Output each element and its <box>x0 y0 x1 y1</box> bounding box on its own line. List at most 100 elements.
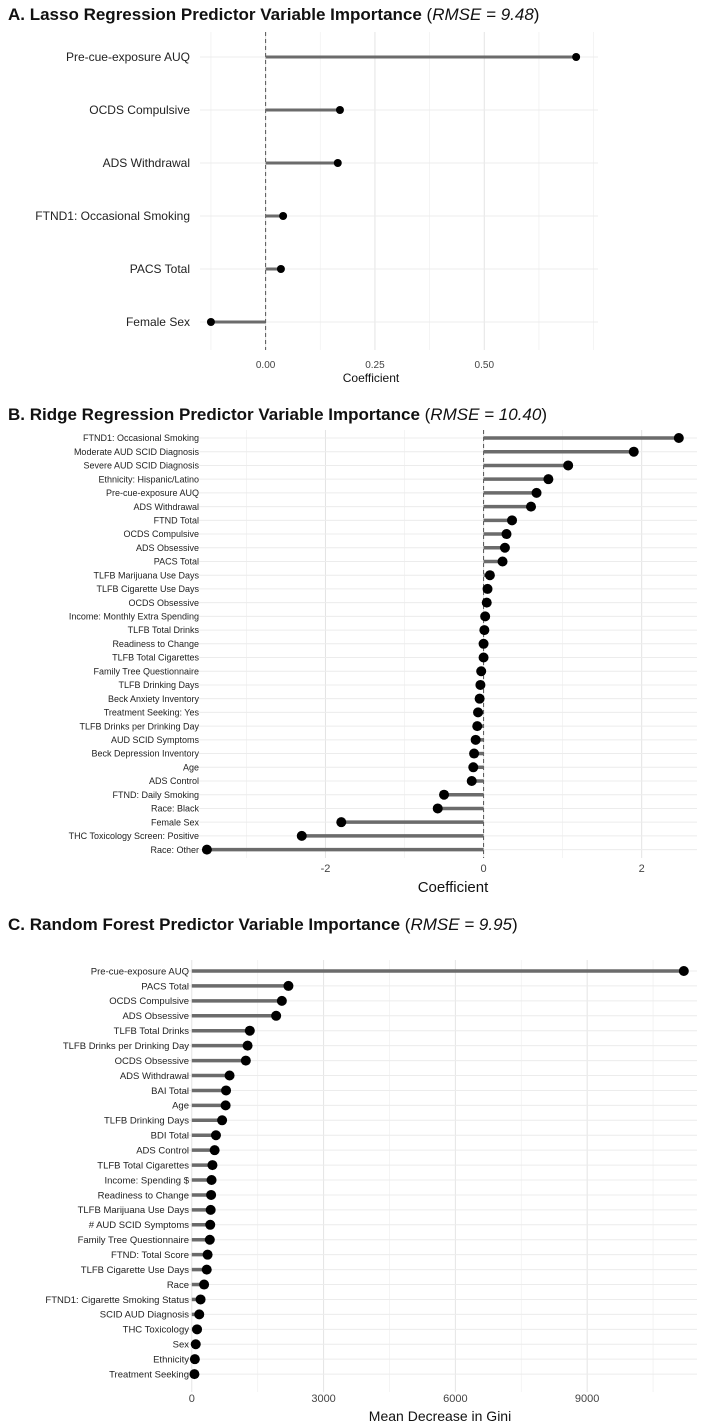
panel-b-category-label: OCDS Obsessive <box>128 598 199 608</box>
panel-c-point <box>276 995 287 1006</box>
panel-b-point <box>531 487 542 498</box>
panel-c-point <box>199 1279 210 1290</box>
panel-a-point <box>276 265 285 273</box>
panel-c-category-label: THC Toxicology <box>123 1325 190 1336</box>
panel-c-category-label: SCID AUD Diagnosis <box>100 1310 189 1321</box>
panel-c-point <box>195 1294 206 1305</box>
panel-b-category-label: Moderate AUD SCID Diagnosis <box>74 447 200 457</box>
panel-c-x-tick-label: 0 <box>189 1393 195 1405</box>
panel-b-category-label: Income: Monthly Extra Spending <box>69 612 199 622</box>
panel-b-point <box>484 570 495 581</box>
panel-a-x-tick-label: 0.50 <box>475 360 495 371</box>
panel-c-point <box>189 1369 200 1380</box>
panel-a-category-label: ADS Withdrawal <box>103 156 190 170</box>
panel-b-category-label: TLFB Total Cigarettes <box>112 653 199 663</box>
panel-c-category-label: FTND: Total Score <box>111 1250 189 1261</box>
panel-a-x-axis-label: Coefficient <box>343 371 400 385</box>
panel-c-category-label: Income: Spending $ <box>104 1175 189 1186</box>
panel-b-point <box>499 542 510 553</box>
panel-c-category-label: PACS Total <box>141 981 189 992</box>
panel-b-category-label: TLFB Drinks per Drinking Day <box>79 721 199 731</box>
panel-c-point <box>201 1264 212 1275</box>
panel-c-category-label: Race <box>167 1280 189 1291</box>
panel-a-point <box>206 318 215 326</box>
panel-b-category-label: TLFB Total Drinks <box>128 625 200 635</box>
panel-c-category-label: TLFB Total Drinks <box>114 1026 190 1037</box>
panel-c-point <box>206 1189 217 1200</box>
panel-c-category-label: ADS Control <box>136 1145 189 1156</box>
panel-b-point <box>507 515 518 526</box>
panel-a-x-tick-label: 0.00 <box>256 360 276 371</box>
panel-c-point <box>244 1025 255 1036</box>
panel-c-category-label: Ethnicity <box>153 1355 189 1366</box>
panel-c-point <box>189 1354 200 1365</box>
panel-c-point <box>210 1130 221 1141</box>
panel-b-point <box>526 501 536 512</box>
panel-c-category-label: BDI Total <box>151 1131 189 1142</box>
panel-b-category-label: ADS Withdrawal <box>133 502 199 512</box>
panel-b-point <box>497 556 508 567</box>
panel-a-title: A. Lasso Regression Predictor Variable I… <box>8 5 539 24</box>
panel-b-point <box>472 721 483 732</box>
panel-a-category-label: FTND1: Occasional Smoking <box>35 209 190 223</box>
panel-c-x-axis-label: Mean Decrease in Gini <box>369 1408 511 1424</box>
panel-c-category-label: OCDS Obsessive <box>115 1056 189 1067</box>
panel-b-point <box>563 460 574 471</box>
panel-b-category-label: Readiness to Change <box>112 639 199 649</box>
panel-b-category-label: Severe AUD SCID Diagnosis <box>83 461 199 471</box>
panel-c-point <box>207 1160 218 1171</box>
panel-c-point <box>220 1100 231 1111</box>
panel-a-plot-area <box>200 32 598 350</box>
panel-b-point <box>501 529 512 540</box>
panel-b-category-label: Beck Depression Inventory <box>91 749 199 759</box>
panel-b-category-label: Ethnicity: Hispanic/Latino <box>98 474 199 484</box>
panel-a-category-label: OCDS Compulsive <box>89 103 190 117</box>
panel-a-lasso: A. Lasso Regression Predictor Variable I… <box>8 5 598 385</box>
panel-c-point <box>205 1204 216 1215</box>
panel-b-point <box>475 679 486 690</box>
panel-b-category-label: PACS Total <box>154 557 199 567</box>
panel-b-category-label: Race: Black <box>151 804 200 814</box>
panel-b-point <box>480 611 491 622</box>
panel-c-category-label: Readiness to Change <box>98 1190 189 1201</box>
panel-a-point <box>335 106 344 114</box>
panel-b-category-label: Treatment Seeking: Yes <box>104 708 200 718</box>
panel-c-point <box>202 1249 213 1260</box>
panel-b-point <box>543 474 554 485</box>
panel-b-category-label: FTND: Daily Smoking <box>112 790 199 800</box>
panel-c-title: C. Random Forest Predictor Variable Impo… <box>8 915 518 934</box>
panel-b-point <box>628 446 639 457</box>
panel-c-point <box>194 1309 205 1320</box>
panel-a-category-label: Pre-cue-exposure AUQ <box>66 50 190 64</box>
panel-b-category-label: Age <box>183 762 199 772</box>
panel-c-plot-area <box>183 960 697 1392</box>
panel-b-point <box>673 433 684 443</box>
panel-c-category-label: TLFB Drinking Days <box>104 1116 189 1127</box>
panel-b-point <box>439 789 450 800</box>
panel-b-point <box>432 803 443 814</box>
panel-b-point <box>473 707 484 718</box>
panel-b-category-label: Family Tree Questionnaire <box>93 666 199 676</box>
panel-c-category-label: ADS Obsessive <box>122 1011 189 1022</box>
panel-a-point <box>279 212 288 220</box>
panel-c-category-label: Sex <box>173 1340 190 1351</box>
panel-c-point <box>242 1040 253 1051</box>
panel-c-category-label: Family Tree Questionnaire <box>78 1235 189 1246</box>
panel-b-category-label: TLFB Cigarette Use Days <box>96 584 199 594</box>
panel-c-category-label: TLFB Marijuana Use Days <box>78 1205 190 1216</box>
panel-b-point <box>470 734 481 745</box>
panel-c-point <box>221 1085 232 1096</box>
panel-c-category-label: BAI Total <box>151 1086 189 1097</box>
panel-c-category-label: TLFB Cigarette Use Days <box>81 1265 189 1276</box>
panel-b-point <box>476 666 487 677</box>
panel-b-category-label: Beck Anxiety Inventory <box>108 694 200 704</box>
panel-b-category-label: TLFB Marijuana Use Days <box>93 570 199 580</box>
panel-c-category-label: # AUD SCID Symptoms <box>89 1220 190 1231</box>
panel-b-point <box>466 776 477 786</box>
panel-b-title: B. Ridge Regression Predictor Variable I… <box>8 405 547 424</box>
panel-b-x-axis-label: Coefficient <box>418 879 489 896</box>
panel-b-category-label: FTND1: Occasional Smoking <box>83 433 199 443</box>
panel-c-category-label: Pre-cue-exposure AUQ <box>91 966 189 977</box>
panel-b-category-label: THC Toxicology Screen: Positive <box>69 831 199 841</box>
